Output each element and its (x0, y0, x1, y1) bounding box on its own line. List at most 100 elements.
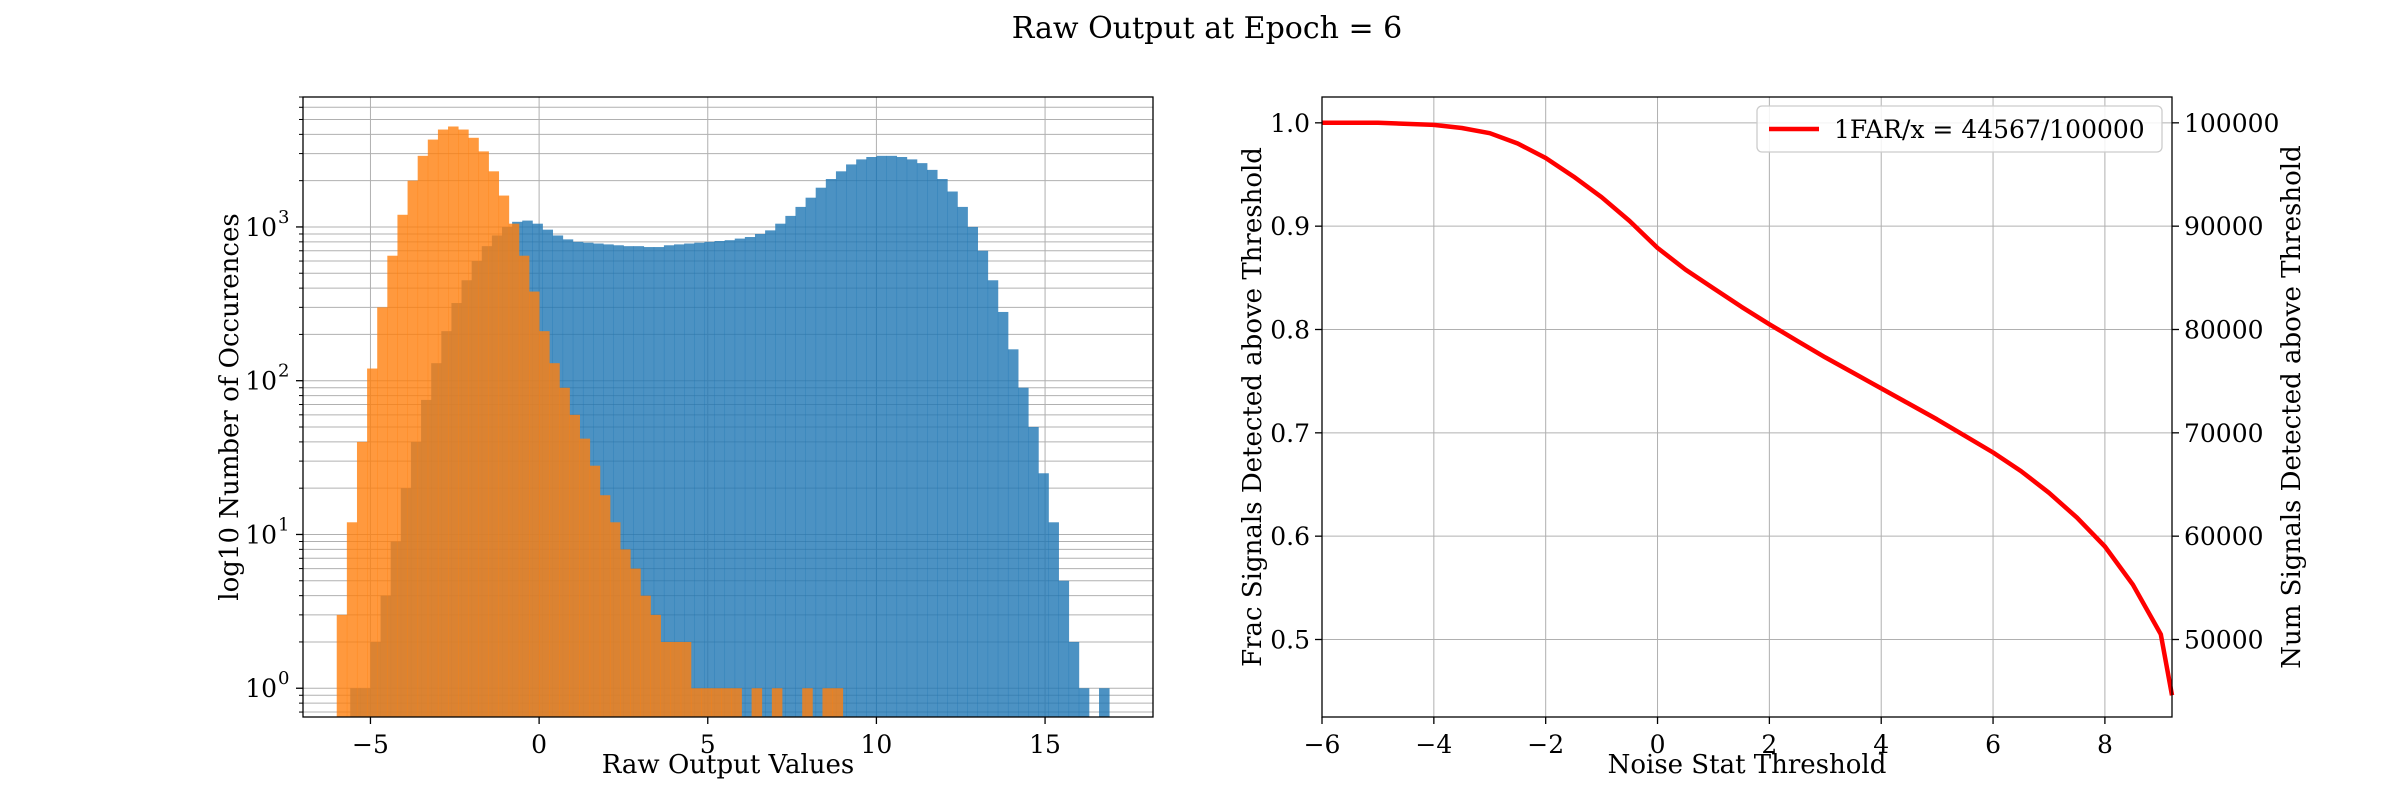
histogram-bar (916, 163, 928, 717)
histogram-bar (1018, 387, 1029, 717)
line-grid (1321, 97, 2172, 717)
histogram-bar (346, 522, 358, 717)
histogram-bar (690, 688, 702, 717)
histogram-bar (684, 243, 695, 717)
y-right-tick-label: 90000 (2184, 212, 2264, 241)
histogram-bar (377, 307, 388, 717)
histogram-bar (674, 244, 685, 718)
legend-label: 1FAR/x = 44567/100000 (1834, 115, 2145, 144)
histogram-bar (927, 169, 938, 718)
y-tick-label: 0.8 (1270, 316, 1310, 345)
histogram-bar (539, 331, 550, 717)
histogram-bar (387, 255, 398, 717)
histogram-bar (407, 180, 419, 718)
histogram-bar (478, 151, 489, 718)
line-y-label-right: Num Signals Detected above Threshold (2277, 145, 2307, 668)
y-right-tick-label: 50000 (2184, 626, 2264, 655)
x-tick-label: −2 (1527, 730, 1564, 759)
histogram-bar (653, 247, 665, 717)
histogram-x-label: Raw Output Values (602, 750, 854, 780)
histogram-bar (579, 438, 591, 717)
histogram-bar (987, 280, 999, 717)
histogram-bar (886, 155, 898, 717)
y-tick-exponent: 3 (278, 207, 289, 228)
y-right-tick-label: 70000 (2184, 419, 2264, 448)
histogram-bar (744, 237, 756, 717)
histogram-bar (822, 688, 833, 717)
histogram-bar (623, 246, 634, 717)
histogram-bar (832, 688, 844, 717)
y-tick-label: 0.6 (1270, 522, 1310, 551)
y-tick-label: 0.7 (1270, 419, 1310, 448)
histogram-bar (775, 223, 786, 717)
histogram-bar (367, 368, 378, 717)
histogram-bar (734, 238, 746, 718)
histogram-bar (765, 230, 776, 717)
histogram-bar (650, 614, 661, 717)
y-tick-exponent: 0 (278, 668, 289, 689)
histogram-bar (957, 206, 968, 717)
histogram-bar (670, 641, 682, 717)
histogram-y-label: log10 Number of Occurences (215, 213, 245, 600)
histogram-bar (704, 241, 715, 717)
histogram-bar (609, 522, 621, 717)
histogram-bar (795, 206, 806, 717)
histogram-bar (549, 363, 560, 717)
histogram-axes-frame (302, 96, 1154, 718)
y-right-tick-label: 80000 (2184, 316, 2264, 345)
y-tick-label: 10 (245, 213, 277, 242)
y-tick-label: 0.5 (1270, 626, 1310, 655)
histogram-bar (802, 688, 813, 717)
histogram-bar (397, 214, 408, 717)
line-x-ticks: −6 −4 −2 0 2 4 6 8 (1304, 717, 2113, 759)
y-tick-label: 1.0 (1270, 109, 1310, 138)
x-tick-label: −6 (1304, 730, 1341, 759)
x-tick-label: 5 (700, 730, 716, 759)
y-tick-label: 10 (245, 367, 277, 396)
histogram-bar (599, 495, 611, 717)
y-tick-label: 0.9 (1270, 212, 1310, 241)
x-tick-label: 8 (2097, 730, 2113, 759)
line-y-label-left: Frac Signals Detected above Threshold (1238, 147, 1268, 667)
legend-frame (1756, 105, 2163, 153)
histogram-bar (640, 595, 651, 717)
histogram-bar (947, 191, 958, 718)
y-tick-label: 10 (245, 674, 277, 703)
histogram-bar (613, 245, 624, 718)
x-tick-label: 15 (1029, 730, 1061, 759)
histogram-bar (528, 291, 540, 717)
histogram-bar (724, 240, 736, 717)
histogram-bar (835, 171, 847, 718)
histogram-bar (771, 688, 783, 717)
histogram-bar (589, 465, 601, 717)
histogram-bar (1038, 473, 1049, 717)
x-tick-label: 10 (861, 730, 893, 759)
histogram-bar (437, 129, 449, 717)
histogram-bar (906, 159, 918, 718)
histogram-bar (559, 387, 570, 717)
histogram-x-ticks: −5 0 5 10 15 (352, 717, 1061, 759)
y-right-tick-label: 60000 (2184, 522, 2264, 551)
histogram-bar (417, 155, 429, 717)
line-legend: 1FAR/x = 44567/100000 (1756, 105, 2163, 153)
y-tick-exponent: 2 (278, 361, 289, 382)
histogram-bar (701, 688, 712, 717)
y-right-tick-label: 100000 (2184, 109, 2279, 138)
histogram-bar (356, 441, 368, 717)
histogram-bars (336, 126, 1110, 718)
x-tick-label: 6 (1985, 730, 2001, 759)
histogram-bar (866, 157, 877, 718)
histogram-bar (663, 245, 675, 718)
histogram-bar (569, 414, 580, 717)
histogram-bar (967, 226, 979, 717)
histogram-bar (1068, 641, 1080, 717)
y-tick-exponent: 1 (278, 514, 289, 535)
x-tick-label: −4 (1415, 730, 1452, 759)
histogram-bar (846, 164, 857, 717)
line-series-0 (1322, 120, 2175, 696)
histogram-bar (518, 255, 530, 717)
x-tick-label: 0 (531, 730, 547, 759)
line-axes-frame (1321, 96, 2173, 718)
